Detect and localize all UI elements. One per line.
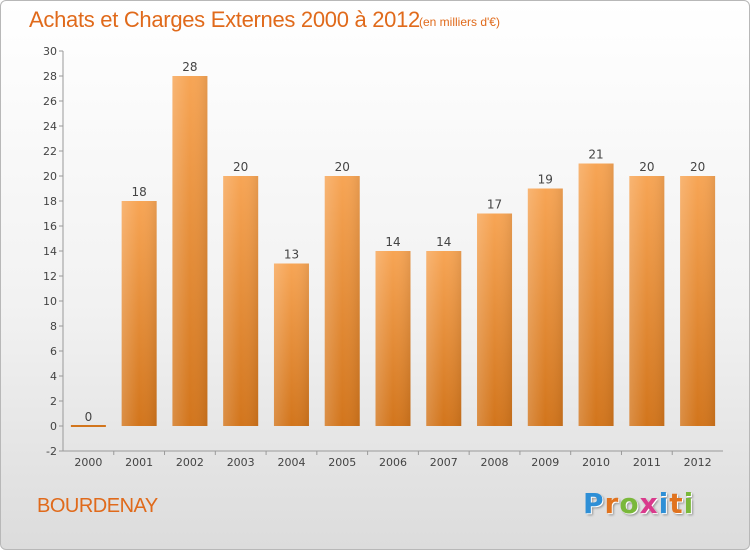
- bar-sheen: [223, 176, 259, 426]
- y-tick-label: 22: [43, 145, 57, 158]
- y-tick-label: 2: [50, 395, 57, 408]
- x-tick-label: 2008: [481, 456, 509, 469]
- chart-title: Achats et Charges Externes 2000 à 2012: [29, 7, 420, 32]
- data-label: 14: [385, 235, 400, 249]
- x-tick-label: 2003: [227, 456, 255, 469]
- chart-subtitle: (en milliers d'€): [419, 15, 500, 29]
- y-tick-label: 4: [50, 370, 57, 383]
- bar-2006: [375, 251, 411, 426]
- data-label: 20: [233, 160, 248, 174]
- x-tick-label: 2000: [74, 456, 102, 469]
- bar-sheen: [680, 176, 716, 426]
- bar-sheen: [578, 163, 614, 426]
- bar-2011: [629, 176, 665, 426]
- commune-name: BOURDENAY: [37, 495, 158, 517]
- data-label: 20: [335, 160, 350, 174]
- y-tick-label: 28: [43, 70, 57, 83]
- y-tick-label: 16: [43, 220, 57, 233]
- data-label: 28: [182, 60, 197, 74]
- data-label: 18: [132, 185, 147, 199]
- data-label: 19: [538, 173, 553, 187]
- y-tick-label: 12: [43, 270, 57, 283]
- data-label: 20: [690, 160, 705, 174]
- proxiti-logo[interactable]: Proxiti: [583, 487, 694, 520]
- data-label: 17: [487, 198, 502, 212]
- y-tick-label: 26: [43, 95, 57, 108]
- bar-layer: [70, 76, 716, 427]
- logo-letter: i: [683, 487, 695, 520]
- data-label: 13: [284, 248, 299, 262]
- data-label: 20: [639, 160, 654, 174]
- y-tick-label: 0: [50, 420, 57, 433]
- bar-sheen: [477, 213, 513, 426]
- x-tick-label: 2012: [684, 456, 712, 469]
- x-tick-label: 2011: [633, 456, 661, 469]
- bar-sheen: [426, 251, 462, 426]
- data-label: 21: [588, 148, 603, 162]
- data-label: 0: [85, 410, 93, 424]
- bar: [70, 425, 106, 427]
- bar-sheen: [527, 188, 563, 426]
- x-tick-label: 2002: [176, 456, 204, 469]
- bar-2007: [426, 251, 462, 426]
- bar-sheen: [629, 176, 665, 426]
- y-tick-label: 8: [50, 320, 57, 333]
- logo-letter: t: [669, 487, 684, 520]
- y-tick-label: 20: [43, 170, 57, 183]
- bar-2012: [680, 176, 716, 426]
- data-label-layer: 0 18 28 20 13 20 14 14 17 19 21 20 20: [85, 60, 706, 424]
- y-tick-label: 30: [43, 45, 57, 58]
- logo-letter: i: [658, 487, 670, 520]
- bar-2005: [324, 176, 360, 426]
- x-tick-label: 2001: [125, 456, 153, 469]
- bar-sheen: [273, 263, 309, 426]
- x-tick-label: 2006: [379, 456, 407, 469]
- y-tick-label: 14: [43, 245, 57, 258]
- x-tick-label: 2004: [277, 456, 305, 469]
- y-tick-label: 18: [43, 195, 57, 208]
- bar-sheen: [172, 76, 208, 426]
- x-tick-label: 2009: [531, 456, 559, 469]
- y-tick-label: 24: [43, 120, 57, 133]
- bar-sheen: [121, 201, 157, 426]
- data-label: 14: [436, 235, 451, 249]
- y-tick-label: 6: [50, 345, 57, 358]
- bar-2003: [223, 176, 259, 426]
- y-tick-label: -2: [46, 445, 57, 458]
- bar-2000: [70, 425, 106, 427]
- bar-2004: [273, 263, 309, 426]
- logo-letter: x: [639, 487, 659, 520]
- bar-2001: [121, 201, 157, 426]
- y-tick-label: 10: [43, 295, 57, 308]
- x-tick-label: 2010: [582, 456, 610, 469]
- logo-letter: o: [619, 487, 640, 520]
- bar-2009: [527, 188, 563, 426]
- bar-2008: [477, 213, 513, 426]
- x-tick-label: 2007: [430, 456, 458, 469]
- logo-letter: P: [583, 487, 605, 520]
- bar-2002: [172, 76, 208, 426]
- bar-sheen: [375, 251, 411, 426]
- bar-sheen: [324, 176, 360, 426]
- bar-2010: [578, 163, 614, 426]
- logo-letter: r: [604, 487, 620, 520]
- x-tick-label: 2005: [328, 456, 356, 469]
